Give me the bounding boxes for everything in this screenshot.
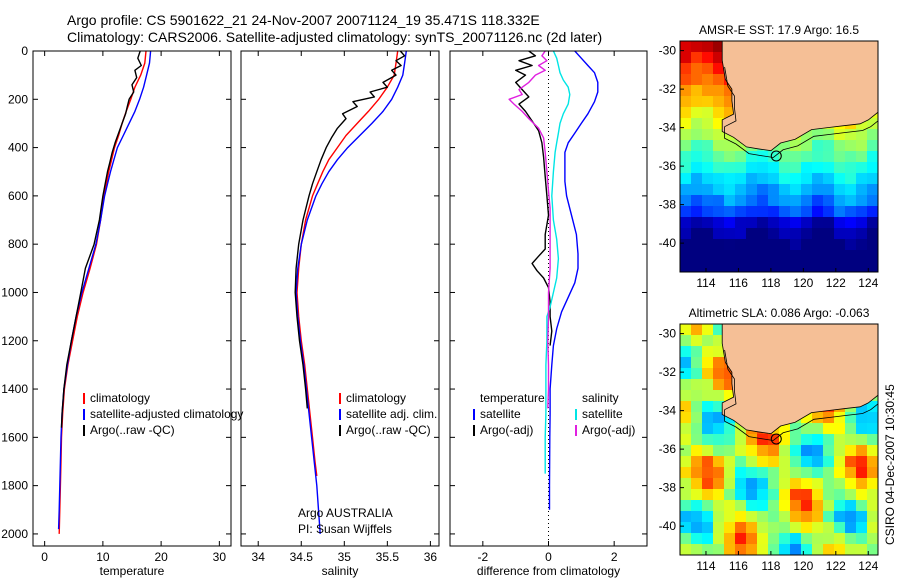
x-axis-label: difference from climatology <box>477 564 620 578</box>
x-tick-label: 30 <box>213 550 227 564</box>
map-x-tick-label: 124 <box>858 276 878 290</box>
x-tick-label: 0 <box>41 550 48 564</box>
legend-entry: Argo(-adj) <box>582 423 635 437</box>
float-location-marker <box>770 150 782 162</box>
x-tick-label: 34.5 <box>290 550 314 564</box>
legend-temperature: climatology satellite-adjusted climatolog… <box>83 391 243 437</box>
map-y-tick-label: -38 <box>659 481 677 495</box>
map-x-tick-label: 114 <box>696 559 715 573</box>
legend-entry: Argo(..raw -QC) <box>90 423 175 437</box>
map-x-tick-label: 122 <box>826 276 846 290</box>
legend-entry: Argo(..raw -QC) <box>346 423 431 437</box>
series-line-p1-satellite-adjusted-climatology <box>57 51 152 530</box>
series-line-p2-climatology <box>296 51 399 477</box>
map-title: Altimetric SLA: 0.086 Argo: -0.063 <box>689 306 870 320</box>
series-line-p3-salinity-satellite <box>544 51 571 474</box>
legend-heading: salinity <box>582 391 619 405</box>
sla-map-field <box>680 324 878 555</box>
sst-map-field <box>680 41 878 272</box>
x-tick-label: 10 <box>96 550 110 564</box>
map-y-tick-label: -32 <box>659 365 677 379</box>
map-y-tick-label: -30 <box>659 327 677 341</box>
data-source-note: Argo AUSTRALIA <box>298 506 393 520</box>
land-mass <box>721 41 878 152</box>
map-y-tick-label: -34 <box>659 121 677 135</box>
map-x-tick-label: 114 <box>696 276 715 290</box>
map-x-tick-label: 124 <box>858 559 878 573</box>
y-tick-label: 1400 <box>1 382 28 396</box>
map-y-tick-label: -30 <box>659 44 677 58</box>
map-frame-1 <box>679 40 879 273</box>
series-line-p2-satellite-adj--clim- <box>295 51 407 534</box>
x-tick-label: 34 <box>252 550 266 564</box>
series-line-p3-temperature-argo--adj- <box>515 51 553 346</box>
map-x-tick-label: 116 <box>729 276 748 290</box>
y-tick-label: 200 <box>8 92 28 106</box>
map-y-tick-label: -32 <box>659 82 677 96</box>
figure-title-line2: Climatology: CARS2006. Satellite-adjuste… <box>67 29 603 45</box>
map-x-tick-label: 116 <box>729 559 748 573</box>
shelf-contour <box>724 66 878 158</box>
legend-salinity: climatology satellite adj. clim. Argo(..ra… <box>339 391 437 437</box>
series-line-p3-temperature-satellite <box>548 51 599 510</box>
map-frame-2 <box>679 323 879 556</box>
legend-entry: Argo(-adj) <box>480 423 533 437</box>
pi-name-note: PI: Susan Wijffels <box>298 522 392 536</box>
y-tick-label: 2000 <box>1 527 28 541</box>
x-tick-label: 0 <box>545 550 552 564</box>
y-tick-label: 1600 <box>1 430 28 444</box>
map-x-tick-label: 120 <box>793 559 813 573</box>
x-axis-label: salinity <box>322 564 359 578</box>
plot-frame-2 <box>240 50 440 547</box>
x-tick-label: 36 <box>424 550 438 564</box>
map-y-tick-label: -40 <box>659 519 677 533</box>
legend-entry: climatology <box>346 391 406 405</box>
map-y-tick-label: -36 <box>659 159 677 173</box>
y-tick-label: 600 <box>8 189 28 203</box>
map-x-tick-label: 122 <box>826 559 846 573</box>
y-tick-label: 800 <box>8 237 28 251</box>
map-y-tick-label: -36 <box>659 442 677 456</box>
x-tick-label: -2 <box>477 550 488 564</box>
x-tick-label: 35.5 <box>376 550 400 564</box>
x-tick-label: 20 <box>154 550 168 564</box>
series-line-p2-argo---raw--qc- <box>294 51 406 409</box>
map-y-tick-label: -38 <box>659 198 677 212</box>
figure-title-line1: Argo profile: CS 5901622_21 24-Nov-2007 … <box>67 12 540 28</box>
map-x-tick-label: 120 <box>793 276 813 290</box>
legend-entry: satellite adj. clim. <box>346 407 437 421</box>
legend-entry: satellite <box>480 407 521 421</box>
series-line-p1-argo---raw--qc- <box>60 51 142 428</box>
y-tick-label: 1200 <box>1 334 28 348</box>
y-tick-label: 0 <box>21 44 28 58</box>
legend-entry: climatology <box>90 391 150 405</box>
legend-difference: temperature satellite Argo(-adj) salinity sa… <box>473 391 635 437</box>
map-x-tick-label: 118 <box>761 559 780 573</box>
x-axis-label: temperature <box>100 564 165 578</box>
map-y-tick-label: -34 <box>659 404 677 418</box>
timestamp-stamp: CSIRO 04-Dec-2007 10:30:45 <box>883 384 897 545</box>
land-mass <box>721 324 878 435</box>
map-x-tick-label: 118 <box>761 276 780 290</box>
y-tick-label: 400 <box>8 141 28 155</box>
float-location-marker <box>770 433 782 445</box>
legend-entry: satellite <box>582 407 623 421</box>
shelf-contour <box>724 349 878 441</box>
series-line-p3-salinity-argo--adj- <box>508 51 551 409</box>
series-line-p1-climatology <box>58 51 147 534</box>
y-tick-label: 1800 <box>1 479 28 493</box>
legend-heading: temperature <box>480 391 545 405</box>
x-tick-label: 2 <box>611 550 618 564</box>
y-tick-label: 1000 <box>1 285 28 299</box>
plot-frame-1 <box>32 50 232 547</box>
map-y-tick-label: -40 <box>659 236 677 250</box>
legend-entry: satellite-adjusted climatology <box>90 407 243 421</box>
map-title: AMSR-E SST: 17.9 Argo: 16.5 <box>699 23 859 37</box>
x-tick-label: 35 <box>338 550 352 564</box>
